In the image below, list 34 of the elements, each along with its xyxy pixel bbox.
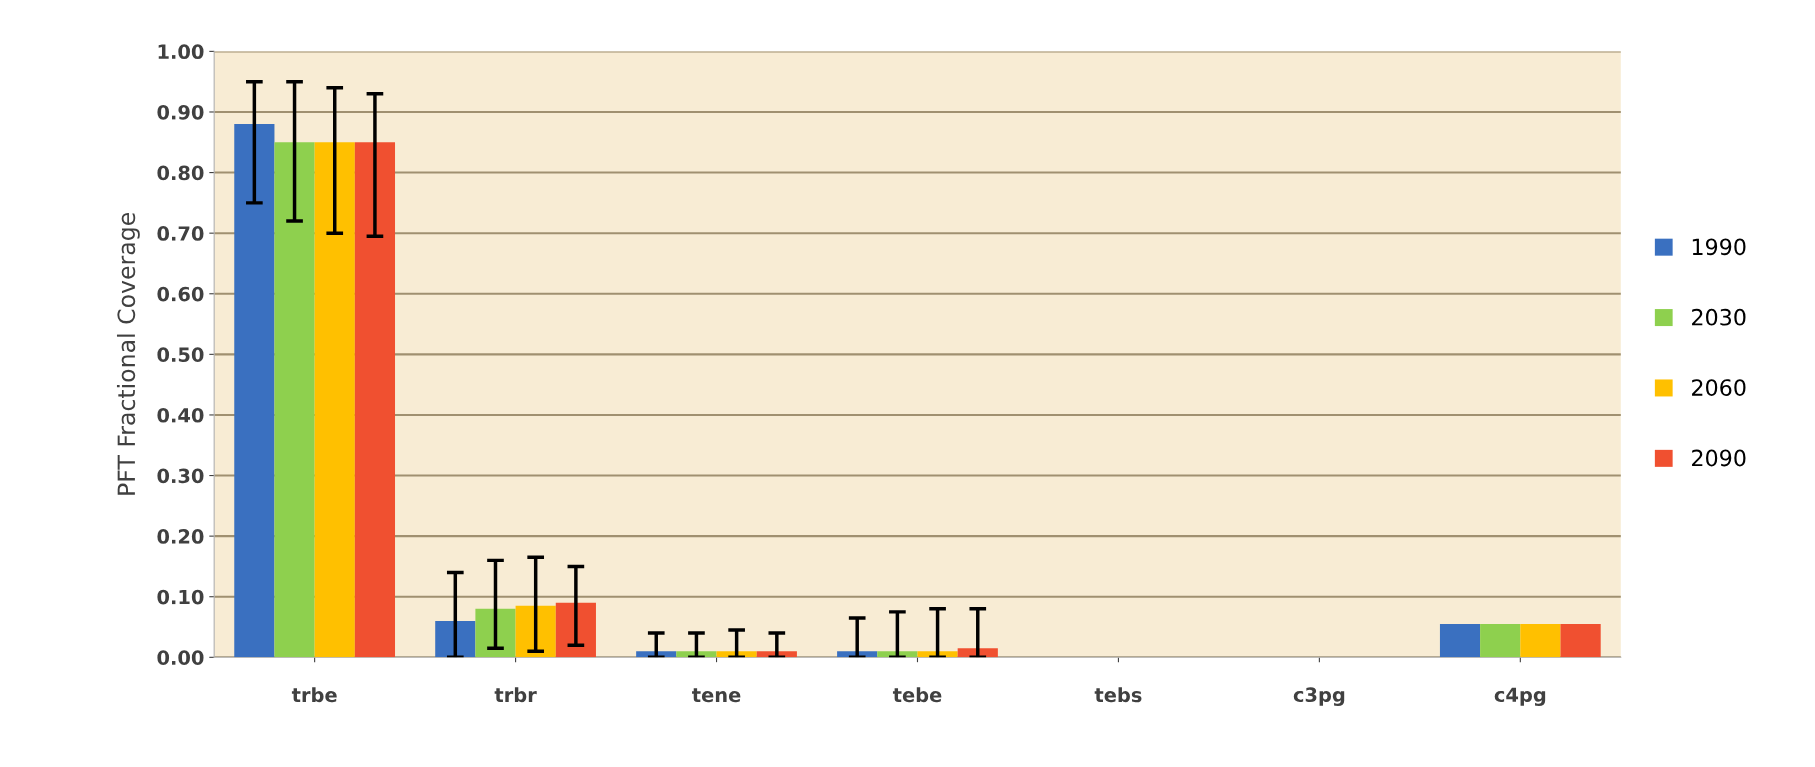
- x-tick-label: tebs: [1094, 687, 1142, 703]
- y-tick-label: 0.00: [157, 650, 204, 665]
- y-axis-title: PFT Fractional Coverage: [116, 212, 140, 495]
- y-tick-label: 0.80: [157, 165, 204, 181]
- legend-label: 1990: [1692, 238, 1746, 256]
- bar: [354, 142, 396, 658]
- x-tick-label: c4pg: [1494, 687, 1546, 706]
- y-tick-label: 0.10: [157, 589, 204, 605]
- legend-label: 2090: [1692, 449, 1746, 467]
- bar: [1560, 623, 1601, 658]
- x-tick-label: trbe: [291, 687, 337, 703]
- x-tick-label: c3pg: [1293, 687, 1345, 706]
- y-tick-label: 0.20: [157, 529, 204, 544]
- y-tick-label: 0.60: [157, 286, 204, 302]
- y-tick-label: 0.30: [157, 468, 204, 484]
- bar: [475, 608, 516, 658]
- x-tick-label: trbr: [494, 687, 537, 703]
- x-tick-label: tebe: [892, 687, 942, 703]
- y-tick-label: 0.50: [157, 347, 204, 363]
- bar: [1480, 623, 1521, 658]
- y-tick-label: 0.40: [157, 407, 204, 423]
- y-tick-label: 0.70: [157, 226, 204, 241]
- y-tick-label: 1.00: [158, 44, 204, 60]
- legend-label: 2030: [1692, 308, 1746, 326]
- bar: [314, 142, 355, 658]
- bar: [274, 142, 315, 658]
- bar: [1439, 623, 1481, 658]
- bar: [1520, 623, 1561, 658]
- bar: [515, 605, 556, 658]
- bar: [435, 620, 476, 658]
- x-tick-label: tene: [692, 688, 741, 703]
- y-tick-label: 0.90: [157, 104, 204, 120]
- legend-label: 2060: [1692, 379, 1746, 396]
- bar: [234, 124, 275, 658]
